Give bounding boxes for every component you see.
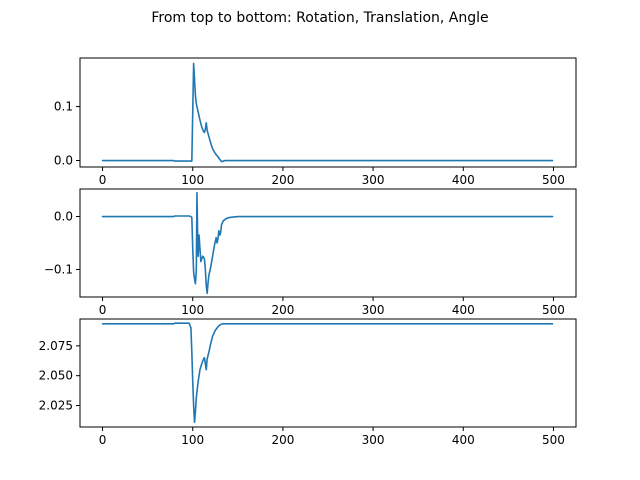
figure-title: From top to bottom: Rotation, Translatio… bbox=[151, 10, 488, 26]
axes-frame bbox=[79, 318, 577, 428]
x-tick-label: 300 bbox=[362, 433, 385, 447]
x-tick-label: 200 bbox=[271, 173, 294, 187]
x-tick-label: 500 bbox=[542, 433, 565, 447]
x-tick-label: 400 bbox=[452, 173, 475, 187]
x-tick-label: 0 bbox=[99, 173, 107, 187]
y-tick-label: 0.0 bbox=[54, 210, 73, 224]
x-tick-label: 0 bbox=[99, 433, 107, 447]
axes-frame bbox=[79, 57, 577, 168]
x-tick-label: 200 bbox=[271, 433, 294, 447]
y-tick-label: 2.025 bbox=[39, 399, 73, 413]
x-tick-label: 0 bbox=[99, 303, 107, 317]
subplot-rotation: 0 100 200 300 400 500 0.0 0.1 bbox=[54, 57, 577, 187]
series-line-translation bbox=[101, 191, 554, 295]
x-tick-label: 500 bbox=[542, 173, 565, 187]
subplot-translation: 0 100 200 300 400 500 0.0 −0.1 bbox=[44, 188, 577, 317]
x-tick-label: 300 bbox=[362, 303, 385, 317]
y-tick-label: 0.1 bbox=[54, 100, 73, 114]
axes-frame bbox=[79, 188, 577, 298]
x-tick-label: 200 bbox=[271, 303, 294, 317]
x-tick-label: 500 bbox=[542, 303, 565, 317]
y-tick-label: −0.1 bbox=[44, 262, 73, 276]
subplots: 0 100 200 300 400 500 0.0 0.1 0 100 200 300 400 500 0.… bbox=[39, 57, 577, 447]
x-tick-label: 400 bbox=[452, 303, 475, 317]
x-tick-label: 400 bbox=[452, 433, 475, 447]
y-tick-label: 0.0 bbox=[54, 154, 73, 168]
y-tick-label: 2.050 bbox=[39, 369, 73, 383]
y-tick-label: 2.075 bbox=[39, 339, 73, 353]
x-tick-label: 100 bbox=[181, 303, 204, 317]
subplot-angle: 0 100 200 300 400 500 2.025 2.050 2.075 bbox=[39, 318, 577, 447]
x-tick-label: 100 bbox=[181, 433, 204, 447]
x-tick-label: 300 bbox=[362, 173, 385, 187]
x-tick-label: 100 bbox=[181, 173, 204, 187]
series-line-rotation bbox=[101, 62, 554, 163]
series-line-angle bbox=[101, 322, 554, 424]
